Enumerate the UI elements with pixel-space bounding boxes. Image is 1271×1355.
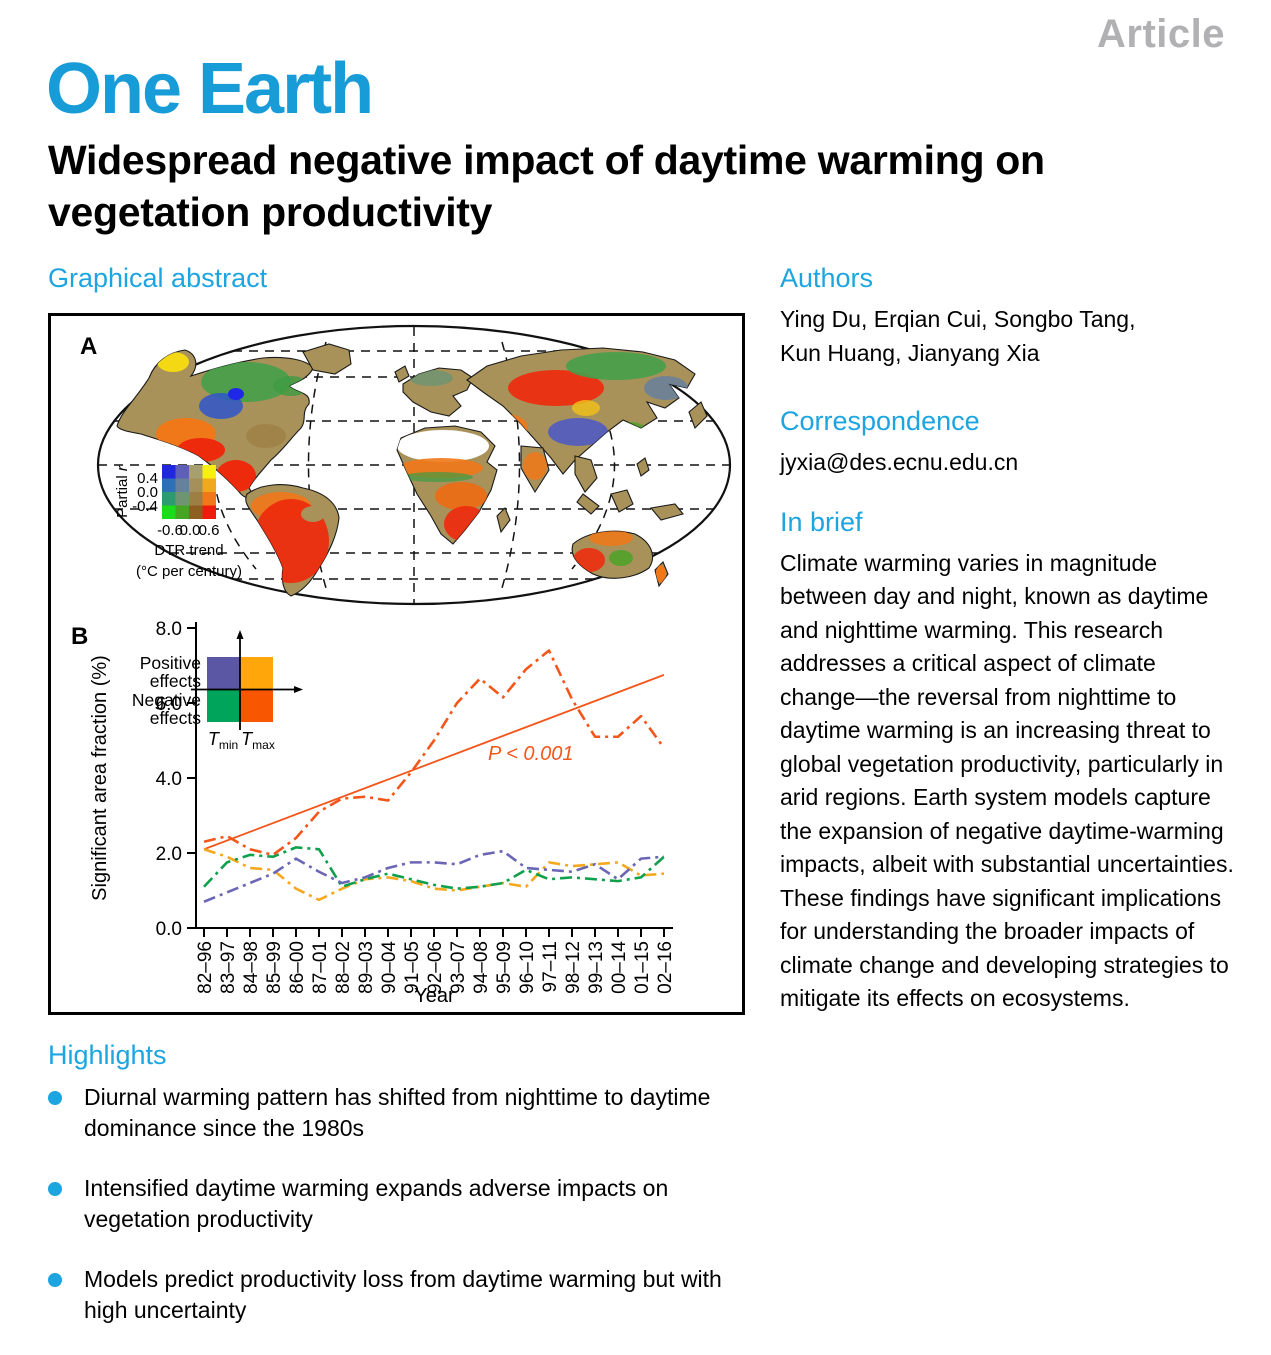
x-tick-label: 01–15 <box>632 941 653 994</box>
x-tick-label: 86–00 <box>287 941 308 994</box>
x-tick-label: 90–04 <box>379 941 400 994</box>
map-legend-x-subtitle: (°C per century) <box>136 563 242 580</box>
y-tick-label: 0.0 <box>156 919 182 940</box>
x-tick-label: 82–96 <box>195 941 216 994</box>
series-tmax-negative-effects <box>203 649 666 857</box>
chart-plot: 0.0 2.0 4.0 6.0 8.0 82–96 83–97 84–98 85–99 86–00… <box>89 619 676 1007</box>
legend-positive-label: Positive <box>140 653 201 673</box>
x-tick-label: 93–07 <box>448 941 469 994</box>
x-tick-label: 02–16 <box>655 941 676 994</box>
legend-positive-label: effects <box>150 671 201 691</box>
map-legend-x-tick: 0.0 <box>180 522 201 539</box>
legend-negative-label: Negative <box>132 690 201 710</box>
authors-heading: Authors <box>780 263 874 293</box>
map-panel: A <box>80 324 732 606</box>
map-legend-x-title: DTR trend <box>154 542 223 559</box>
x-tick-label: 91–05 <box>402 941 423 994</box>
paper-title: Widespread negative impact of daytime wa… <box>48 137 1045 236</box>
legend-tmax-label: Tmax <box>241 729 275 752</box>
legend-matrix-cell <box>189 465 203 479</box>
x-tick-label: 92–06 <box>425 941 446 994</box>
authors-line: Kun Huang, Jianyang Xia <box>780 339 1040 366</box>
graphical-abstract-box: A <box>48 313 745 1015</box>
x-tick-label: 00–14 <box>609 941 630 994</box>
y-tick-label: 2.0 <box>156 844 182 865</box>
x-tick-label: 94–08 <box>471 941 492 994</box>
legend-matrix-cell <box>175 492 189 506</box>
legend-negative-label: effects <box>150 708 201 728</box>
series-tmin-negative-effects <box>203 846 665 890</box>
legend-matrix-cell <box>189 478 203 492</box>
series-tmax-positive-effects <box>203 848 665 902</box>
x-tick-label: 85–99 <box>264 941 285 994</box>
bullet-icon <box>48 1091 62 1105</box>
y-tick-label: 4.0 <box>156 769 182 790</box>
x-tick-label: 84–98 <box>241 941 262 994</box>
highlight-item: Diurnal warming pattern has shifted from… <box>48 1082 748 1144</box>
authors-line: Ying Du, Erqian Cui, Songbo Tang, <box>780 306 1136 332</box>
info-column: Authors Ying Du, Erqian Cui, Songbo Tang… <box>780 263 1235 1016</box>
in-brief-heading: In brief <box>780 506 863 537</box>
legend-matrix-cell <box>162 505 176 519</box>
highlights-heading: Highlights <box>48 1040 167 1070</box>
highlight-item: Models predict productivity loss from da… <box>48 1264 748 1326</box>
bullet-icon <box>48 1182 62 1196</box>
map-2d-legend: Partial r 0.4 0.0 -0.4 -0.6 0.0 0.6 DTR … <box>114 465 242 580</box>
legend-matrix-cell <box>162 478 176 492</box>
legend-matrix-cell <box>202 478 216 492</box>
x-tick-label: 99–13 <box>586 941 607 994</box>
x-tick-label: 88–02 <box>333 941 354 994</box>
x-tick-label: 89–03 <box>356 941 377 994</box>
map-legend-y-tick: -0.4 <box>132 498 158 515</box>
legend-matrix-cell <box>202 505 216 519</box>
map-legend-y-tick: 0.4 <box>137 470 158 487</box>
x-tick-label: 97–11 <box>540 941 561 992</box>
x-tick-label: 98–12 <box>563 941 584 994</box>
legend-matrix-cell <box>189 492 203 506</box>
legend-matrix-cell <box>202 492 216 506</box>
map-legend-y-title: Partial r <box>114 465 131 518</box>
chart-quadrant-legend: Positive effects Negative effects Tmin T… <box>132 630 303 752</box>
x-tick-label: 96–10 <box>517 941 538 994</box>
legend-matrix-cell <box>189 505 203 519</box>
authors-names: Ying Du, Erqian Cui, Songbo Tang, Kun Hu… <box>780 303 1235 370</box>
p-value-annotation: P < 0.001 <box>488 743 573 765</box>
legend-matrix-cell <box>175 505 189 519</box>
series-tmin-positive-effects <box>203 849 665 903</box>
highlights-list: Diurnal warming pattern has shifted from… <box>48 1082 748 1355</box>
legend-up-arrow <box>236 630 244 639</box>
highlight-item: Intensified daytime warming expands adve… <box>48 1173 748 1235</box>
highlight-text: Models predict productivity loss from da… <box>84 1266 722 1323</box>
article-type-label: Article <box>1097 12 1225 56</box>
in-brief-text: Climate warming varies in magnitude betw… <box>780 549 1234 1012</box>
chart-panel: B Positive effects Negative effects Tmin… <box>71 619 676 1007</box>
legend-matrix-cell <box>162 492 176 506</box>
map-legend-y-tick: 0.0 <box>137 484 158 501</box>
map-legend-x-tick: 0.6 <box>199 522 220 539</box>
y-axis-title: Significant area fraction (%) <box>89 655 111 901</box>
map-legend-x-tick: -0.6 <box>157 522 183 539</box>
legend-tmin-label: Tmin <box>208 729 238 752</box>
x-tick-label: 95–09 <box>494 941 515 994</box>
legend-right-arrow <box>294 686 303 693</box>
trend-line <box>203 674 665 851</box>
y-tick-label: 6.0 <box>156 694 182 715</box>
legend-matrix-cell <box>175 478 189 492</box>
legend-matrix-cell <box>162 465 176 479</box>
highlight-text: Diurnal warming pattern has shifted from… <box>84 1084 711 1141</box>
panel-b-label: B <box>71 623 88 650</box>
highlight-text: Intensified daytime warming expands adve… <box>84 1175 669 1232</box>
correspondence-email[interactable]: jyxia@des.ecnu.edu.cn <box>780 449 1019 475</box>
legend-matrix-cell <box>202 465 216 479</box>
x-tick-label: 83–97 <box>218 941 239 994</box>
journal-logo: One Earth <box>46 49 374 129</box>
y-tick-label: 8.0 <box>156 619 182 640</box>
panel-a-label: A <box>80 333 97 360</box>
bullet-icon <box>48 1273 62 1287</box>
correspondence-heading: Correspondence <box>780 406 980 436</box>
legend-matrix-cell <box>175 465 189 479</box>
x-tick-label: 87–01 <box>310 941 331 994</box>
graphical-abstract-heading: Graphical abstract <box>48 263 268 293</box>
x-axis-title: Year <box>414 985 455 1007</box>
